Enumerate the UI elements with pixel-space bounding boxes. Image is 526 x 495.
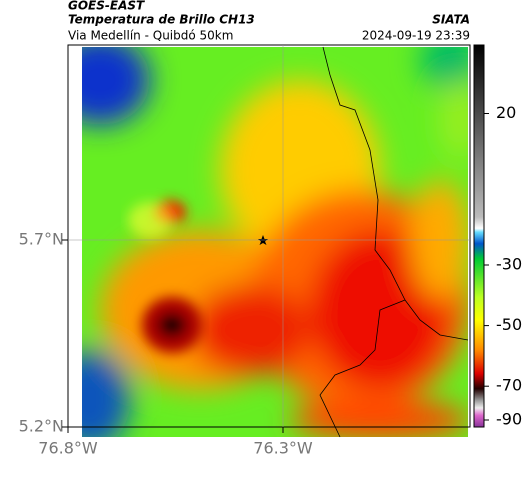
timestamp: 2024-09-19 23:39 xyxy=(362,29,470,43)
border xyxy=(404,299,469,341)
colorbar xyxy=(473,44,485,428)
colorbar-tick-label: 20 xyxy=(496,103,516,122)
lon-tick-label: 76.8°W xyxy=(38,439,98,458)
lat-tick-label: 5.2°N xyxy=(19,417,64,436)
temperature-field xyxy=(82,47,468,437)
agency: SIATA xyxy=(432,13,470,27)
colorbar-tick-label: -90 xyxy=(496,410,522,429)
colorbar-tick-label: -30 xyxy=(496,255,522,274)
subtitle: Via Medellín - Quibdó 50km xyxy=(68,29,233,43)
title: Temperatura de Brillo CH13 xyxy=(68,13,255,27)
colorbar-tick-label: -50 xyxy=(496,315,522,334)
lat-tick-label: 5.7°N xyxy=(19,230,64,249)
border xyxy=(319,46,406,438)
lon-tick-label: 76.3°W xyxy=(253,439,313,458)
map-frame xyxy=(67,44,471,428)
source: GOES-EAST xyxy=(68,0,145,13)
colorbar-tick-label: -70 xyxy=(496,376,522,395)
